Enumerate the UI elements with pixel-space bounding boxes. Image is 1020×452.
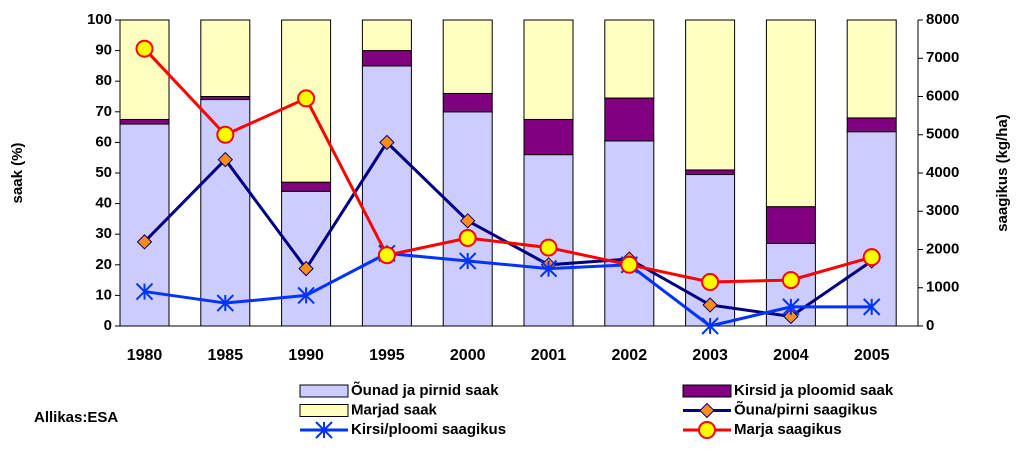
bar-segment bbox=[523, 118, 574, 156]
y2-tick-label: 5000 bbox=[926, 126, 959, 143]
source-note: Allikas:ESA bbox=[34, 409, 118, 426]
line-marker bbox=[216, 294, 235, 312]
bar-segment bbox=[361, 65, 412, 327]
x-tick-label: 2005 bbox=[854, 347, 890, 364]
legend-label: Õunad ja pirnid saak bbox=[351, 381, 499, 399]
x-tick-label: 1990 bbox=[288, 347, 324, 364]
line-series bbox=[143, 140, 873, 319]
y-tick-label: 40 bbox=[95, 195, 112, 212]
x-tick-label: 2004 bbox=[773, 347, 809, 364]
y2-tick-label: 1000 bbox=[926, 279, 959, 296]
bar-segment bbox=[685, 19, 736, 171]
bar-segment bbox=[765, 206, 816, 244]
line-marker bbox=[458, 229, 477, 248]
bar-segment bbox=[119, 19, 170, 120]
bar-segment bbox=[523, 19, 574, 120]
y-tick-label: 70 bbox=[95, 103, 112, 120]
line-marker bbox=[783, 308, 799, 325]
y-tick-label: 0 bbox=[104, 317, 112, 334]
bar-segment bbox=[361, 50, 412, 67]
bar-segment bbox=[846, 131, 897, 327]
line-marker bbox=[135, 282, 154, 301]
line-marker bbox=[539, 259, 558, 278]
bar-segment bbox=[442, 19, 493, 94]
bar-segment bbox=[604, 140, 655, 327]
y-tick-label: 20 bbox=[95, 256, 112, 273]
bar-segment bbox=[604, 19, 655, 99]
y-tick-label: 30 bbox=[95, 225, 112, 242]
legend-label: Kirsi/ploomi saagikus bbox=[351, 421, 506, 438]
bar-segment bbox=[765, 19, 816, 208]
bar-segment bbox=[361, 19, 412, 52]
line-marker bbox=[620, 255, 639, 274]
y-tick-label: 60 bbox=[95, 133, 112, 150]
line-marker bbox=[136, 234, 153, 250]
legend-label: Marjad saak bbox=[351, 401, 438, 418]
bar-segment bbox=[281, 181, 332, 192]
y2-axis-label: saagikus (kg/ha) bbox=[994, 114, 1011, 232]
y2-tick-label: 2000 bbox=[926, 240, 959, 257]
bar-segment bbox=[846, 117, 897, 133]
line-marker bbox=[862, 248, 881, 267]
legend-swatch bbox=[299, 404, 349, 417]
bar-segment bbox=[200, 19, 251, 97]
y-tick-label: 80 bbox=[95, 72, 112, 89]
bar-segment bbox=[685, 169, 736, 176]
bar-segment bbox=[846, 19, 897, 119]
y-tick-label: 90 bbox=[95, 42, 112, 59]
line-marker bbox=[217, 151, 234, 168]
line-marker bbox=[459, 213, 476, 229]
x-tick-label: 2001 bbox=[531, 347, 567, 364]
y-tick-label: 10 bbox=[95, 286, 112, 303]
x-tick-label: 1985 bbox=[208, 347, 244, 364]
line-marker bbox=[539, 238, 558, 257]
legend-marker bbox=[699, 402, 715, 419]
bar-segment bbox=[281, 190, 332, 327]
line-marker bbox=[298, 260, 314, 277]
legend-swatch bbox=[299, 384, 349, 398]
legend-label: Marja saagikus bbox=[734, 421, 842, 438]
x-tick-label: 2003 bbox=[692, 347, 728, 364]
line-marker bbox=[377, 246, 396, 265]
line-marker bbox=[216, 125, 235, 144]
legend-label: Kirsid ja ploomid saak bbox=[734, 382, 894, 399]
line-marker bbox=[458, 252, 477, 270]
legend-swatch bbox=[682, 384, 732, 398]
line-series bbox=[143, 47, 873, 284]
y-axis-label: saak (%) bbox=[9, 143, 26, 204]
legend-marker bbox=[315, 421, 333, 439]
x-tick-label: 2002 bbox=[612, 347, 648, 364]
y2-tick-label: 8000 bbox=[926, 11, 959, 28]
line-marker bbox=[702, 297, 718, 313]
bar-segment bbox=[442, 92, 493, 113]
x-tick-label: 1995 bbox=[369, 347, 405, 364]
line-marker bbox=[701, 273, 720, 292]
line-marker bbox=[297, 286, 315, 305]
line-marker bbox=[297, 89, 316, 108]
line-marker bbox=[701, 317, 719, 335]
y-tick-label: 50 bbox=[95, 164, 112, 181]
bar-segment bbox=[604, 97, 655, 142]
y2-tick-label: 0 bbox=[926, 317, 934, 334]
y2-tick-label: 4000 bbox=[926, 164, 959, 181]
y2-tick-label: 6000 bbox=[926, 87, 959, 104]
legend-marker bbox=[698, 421, 716, 439]
line-marker bbox=[862, 298, 881, 316]
line-marker bbox=[782, 298, 800, 316]
legend-label: Õuna/pirni saagikus bbox=[734, 400, 877, 418]
line-marker bbox=[781, 271, 800, 290]
x-tick-label: 2000 bbox=[450, 347, 486, 364]
line-series bbox=[144, 251, 872, 328]
y-tick-label: 100 bbox=[87, 11, 112, 28]
line-marker bbox=[135, 39, 154, 58]
line-marker bbox=[379, 134, 395, 151]
y2-tick-label: 7000 bbox=[926, 49, 959, 66]
y2-tick-label: 3000 bbox=[926, 202, 959, 219]
bar-segment bbox=[119, 118, 170, 125]
x-tick-label: 1980 bbox=[127, 347, 163, 364]
